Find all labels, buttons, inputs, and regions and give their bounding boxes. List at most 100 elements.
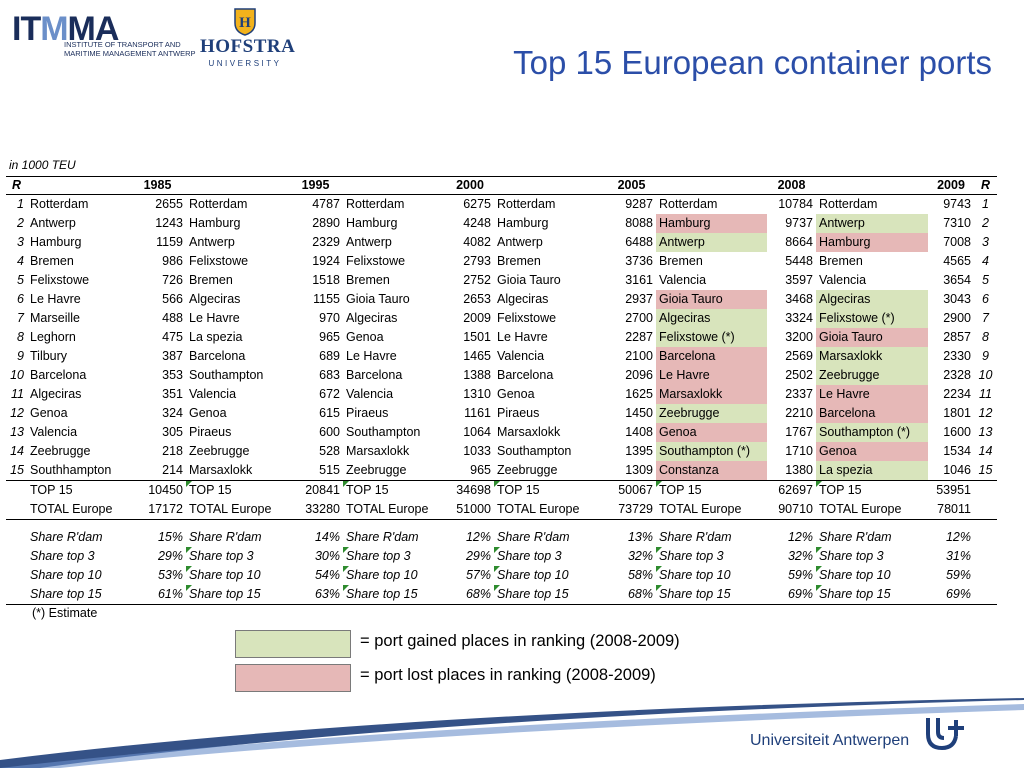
port-name-cell: Rotterdam — [659, 197, 718, 211]
gap-cell — [494, 520, 607, 529]
share-label: Share top 10 — [30, 568, 102, 582]
teu-value-cell: 3324 — [785, 311, 813, 325]
share-label: Share R'dam — [189, 530, 262, 544]
teu-value-cell: 3736 — [625, 254, 653, 268]
port-name-cell: Hamburg — [497, 216, 549, 230]
port-name-cell: Le Havre — [497, 330, 548, 344]
share-spacer — [6, 528, 27, 547]
gap-cell — [27, 520, 129, 529]
port-name-cell: La spezia — [816, 461, 928, 481]
rank-cell-right: 11 — [979, 387, 992, 401]
share-spacer — [6, 585, 27, 605]
teu-value-cell: 1501 — [463, 330, 491, 344]
table-row: 12 Genoa 324 Genoa 615 Piraeus 1161 Piraeus 1450… — [6, 404, 997, 423]
share-label: Share R'dam — [819, 530, 892, 544]
gap-cell — [656, 520, 767, 529]
teu-value-cell: 1388 — [463, 368, 491, 382]
port-name-cell: Genoa — [346, 330, 384, 344]
table-row: 5 Felixstowe 726 Bremen 1518 Bremen 2752 Gioia … — [6, 271, 997, 290]
port-name-cell: Valencia — [497, 349, 545, 363]
totals-value: 34698 — [456, 483, 491, 497]
port-name-cell: Antwerp — [497, 235, 543, 249]
teu-value-cell: 1801 — [943, 406, 971, 420]
gap-cell — [129, 520, 186, 529]
teu-value-cell: 8088 — [625, 216, 653, 230]
gap-cell — [288, 520, 343, 529]
share-spacer — [974, 547, 997, 566]
teu-value-cell: 1625 — [625, 387, 653, 401]
port-name-cell: Southampton — [189, 368, 264, 382]
port-name-cell: Algeciras — [497, 292, 549, 306]
comment-marker-icon — [816, 547, 822, 553]
share-label: Share top 15 — [656, 585, 767, 605]
page-title: Top 15 European container ports — [513, 44, 992, 81]
teu-value-cell: 214 — [129, 461, 186, 481]
teu-value-cell: 1534 — [943, 444, 971, 458]
rank-cell: 7 — [17, 311, 24, 325]
teu-value-cell: 7310 — [943, 216, 971, 230]
teu-value-cell: 3043 — [943, 292, 971, 306]
share-label: Share top 10 — [816, 566, 928, 585]
teu-value-cell: 2096 — [625, 368, 653, 382]
teu-value-cell: 515 — [288, 461, 343, 481]
gap-cell — [343, 520, 446, 529]
totals-label: TOTAL Europe — [816, 500, 928, 520]
header-port-blank — [186, 176, 288, 195]
teu-value-cell: 2502 — [785, 368, 813, 382]
port-name-cell: Gioia Tauro — [497, 273, 561, 287]
port-name-cell: Rotterdam — [819, 197, 878, 211]
header-port-blank — [656, 176, 767, 195]
teu-value-cell: 1309 — [607, 461, 656, 481]
port-name-cell: Le Havre — [189, 311, 240, 325]
port-name-cell: Barcelona — [30, 368, 87, 382]
port-name-cell: Marseille — [30, 311, 81, 325]
teu-value-cell: 2890 — [312, 216, 340, 230]
port-name-cell: Marsaxlokk — [346, 444, 410, 458]
teu-value-cell: 600 — [319, 425, 340, 439]
teu-value-cell: 1600 — [943, 425, 971, 439]
port-name-cell: Gioia Tauro — [816, 328, 928, 347]
teu-value-cell: 2653 — [463, 292, 491, 306]
port-name-cell: Hamburg — [816, 233, 928, 252]
port-name-cell: Piraeus — [189, 425, 232, 439]
teu-value-cell: 1767 — [785, 425, 813, 439]
port-name-cell: Genoa — [30, 406, 68, 420]
table-row: 9 Tilbury 387 Barcelona 689 Le Havre 1465 Valen… — [6, 347, 997, 366]
gap-cell — [767, 520, 816, 529]
share-value: 68% — [446, 585, 494, 605]
comment-marker-icon — [186, 547, 192, 553]
share-value: 29% — [465, 549, 491, 563]
legend-label-lost: = port lost places in ranking (2008-2009… — [360, 666, 656, 684]
totals-row: TOP 15 10450 TOP 15 20841 TOP 15 34698 TOP 15 5… — [6, 481, 997, 501]
teu-value-cell: 683 — [319, 368, 340, 382]
port-name-cell: Genoa — [656, 423, 767, 442]
share-label: Share top 15 — [494, 585, 607, 605]
totals-value: 20841 — [305, 483, 340, 497]
port-name-cell: Le Havre — [656, 366, 767, 385]
teu-value-cell: 2655 — [155, 197, 183, 211]
hofstra-shield-icon: H — [234, 8, 256, 36]
share-value: 68% — [607, 585, 656, 605]
teu-value-cell: 1518 — [312, 273, 340, 287]
totals-label: TOP 15 — [186, 481, 288, 501]
teu-value-cell: 351 — [162, 387, 183, 401]
teu-value-cell: 9737 — [785, 216, 813, 230]
teu-value-cell: 3654 — [943, 273, 971, 287]
totals-label: TOP 15 — [343, 481, 446, 501]
rank-cell-right: 3 — [982, 235, 989, 249]
port-name-cell: Algeciras — [656, 309, 767, 328]
totals-value: 50067 — [618, 483, 653, 497]
teu-value-cell: 1310 — [463, 387, 491, 401]
teu-value-cell: 1465 — [463, 349, 491, 363]
teu-value-cell: 10784 — [778, 197, 813, 211]
teu-value-cell: 353 — [162, 368, 183, 382]
comment-marker-icon — [343, 585, 349, 591]
port-name-cell: Marsaxlokk — [497, 425, 561, 439]
totals-label: TOTAL Europe — [27, 500, 129, 520]
rank-cell-right: 15 — [974, 461, 997, 481]
teu-value-cell: 9287 — [625, 197, 653, 211]
teu-value-cell: 218 — [162, 444, 183, 458]
rank-cell: 2 — [17, 216, 24, 230]
share-label: Share R'dam — [30, 530, 103, 544]
share-label: Share top 15 — [816, 585, 928, 605]
